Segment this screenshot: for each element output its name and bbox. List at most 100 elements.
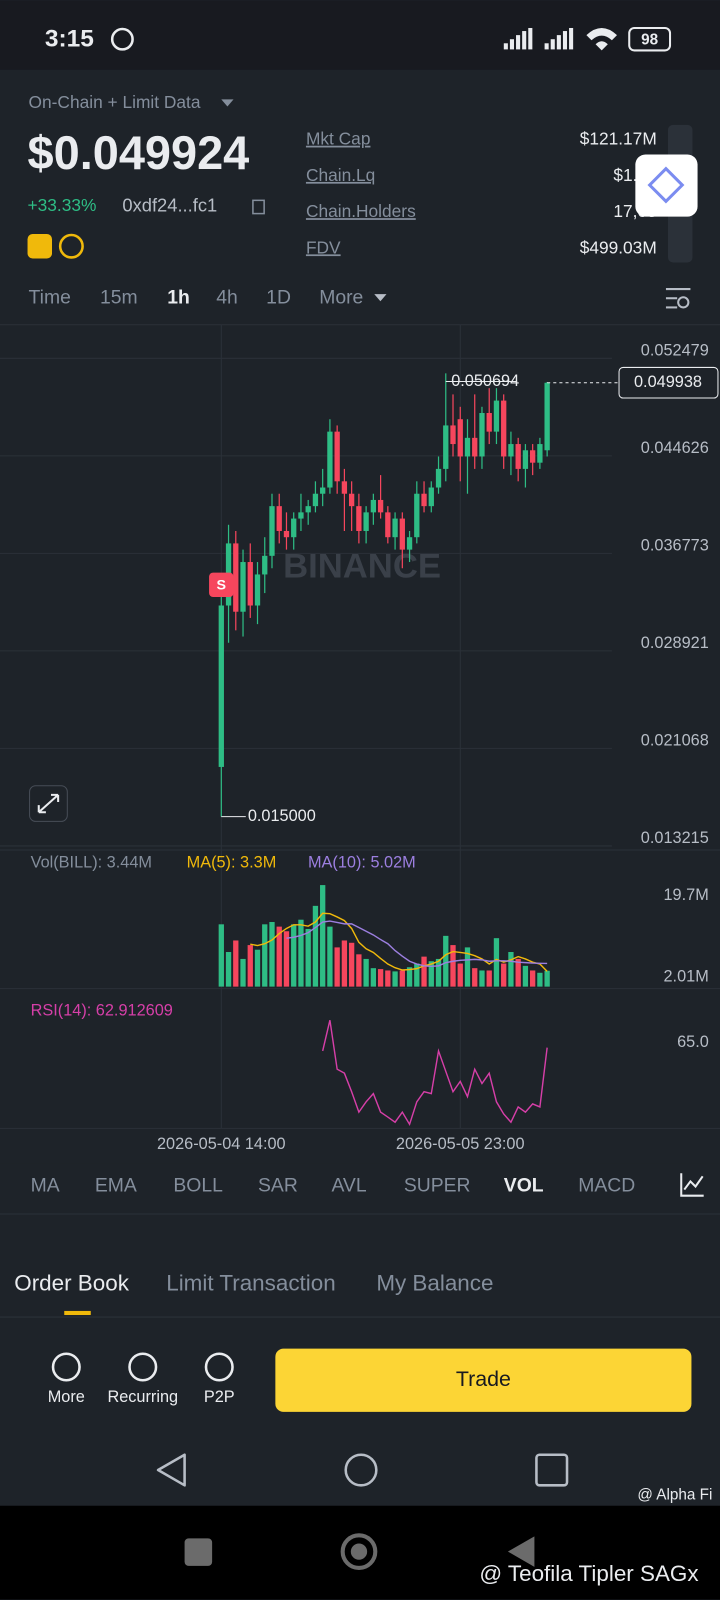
- y-tick-label: 0.028921: [641, 634, 709, 652]
- candle-body: [450, 425, 456, 445]
- candle-body: [363, 512, 369, 531]
- timeframe[interactable]: Time: [29, 286, 71, 308]
- volume-bar: [283, 931, 290, 987]
- tab[interactable]: My Balance: [376, 1270, 493, 1295]
- system-back[interactable]: [507, 1536, 535, 1567]
- indicator[interactable]: VOL: [504, 1175, 544, 1197]
- candle-body: [414, 493, 420, 538]
- chart-tools-icon[interactable]: [680, 1173, 704, 1197]
- volume-bar: [377, 969, 384, 987]
- candle-body: [443, 425, 449, 469]
- indicator[interactable]: AVL: [331, 1175, 366, 1197]
- action-icon[interactable]: [128, 1352, 158, 1382]
- volume-bar: [392, 971, 398, 987]
- action-label[interactable]: More: [48, 1388, 85, 1406]
- volume-bar: [320, 885, 326, 987]
- volume-bar: [356, 954, 362, 987]
- stat-value: $499.03M: [580, 237, 657, 257]
- timeframes: Time 15m 1h 4h 1D More: [29, 286, 364, 308]
- candle-body: [508, 444, 514, 457]
- contract-address: 0xdf24...fc1: [122, 194, 217, 215]
- tab[interactable]: Limit Transaction: [166, 1270, 335, 1295]
- volume-bar: [522, 965, 529, 987]
- copy-icon[interactable]: [252, 199, 265, 215]
- ma5-line: [250, 912, 548, 972]
- price: $0.049924: [28, 127, 250, 179]
- assistant-button[interactable]: [635, 154, 698, 217]
- volume-bar: [472, 968, 478, 987]
- indicator-bar: [0, 1163, 720, 1215]
- indicator[interactable]: MACD: [578, 1175, 635, 1197]
- indicator[interactable]: BOLL: [173, 1175, 223, 1197]
- action-label[interactable]: Recurring: [107, 1388, 178, 1406]
- candle-body: [233, 543, 239, 612]
- nav-back[interactable]: [156, 1453, 186, 1487]
- candle-body: [392, 518, 398, 538]
- chart: 0.052479 0.044626 0.036773 0.028921 0.021068…: [0, 324, 719, 1153]
- candle-body: [501, 400, 507, 457]
- volume-bar: [537, 972, 543, 987]
- volume-bar: [276, 926, 282, 987]
- system-home-dot: [350, 1543, 368, 1560]
- volume-bar: [334, 947, 340, 987]
- rsi-title: RSI(14): 62.912609: [31, 1001, 173, 1019]
- system-home[interactable]: [340, 1533, 378, 1570]
- indicator[interactable]: SUPER: [404, 1175, 471, 1197]
- battery: [628, 26, 672, 52]
- timeframe[interactable]: 1D: [266, 286, 291, 308]
- nav-recents[interactable]: [535, 1453, 569, 1487]
- actions: More Recurring P2P: [48, 1352, 235, 1406]
- indicator[interactable]: EMA: [95, 1175, 137, 1197]
- last-price-label: 0.049938: [634, 373, 702, 391]
- candle-body: [486, 413, 492, 432]
- assistant-icon: [647, 166, 685, 204]
- indicator[interactable]: MA: [31, 1175, 60, 1197]
- signal-icons: [503, 27, 617, 51]
- candle-body: [247, 562, 253, 606]
- volume-title: Vol(BILL): 3.44M: [31, 854, 152, 872]
- candle-body: [240, 562, 246, 612]
- data-source[interactable]: On-Chain + Limit Data: [29, 92, 201, 112]
- volume-bar: [298, 919, 304, 987]
- nav-home[interactable]: [344, 1453, 378, 1487]
- timeframe[interactable]: 4h: [216, 286, 238, 308]
- x-tick-label: 2026-05-04 14:00: [157, 1135, 286, 1153]
- volume-bar: [399, 970, 405, 987]
- indicator[interactable]: SAR: [258, 1175, 298, 1197]
- candle-body: [262, 555, 268, 575]
- candle-body: [298, 512, 304, 519]
- credit: @ Teofila Tipler SAGx: [479, 1561, 698, 1586]
- settings-icon[interactable]: [665, 288, 691, 309]
- volume-bar: [486, 970, 492, 987]
- timeframe[interactable]: 1h: [167, 286, 190, 308]
- system-recents[interactable]: [184, 1538, 213, 1566]
- candle-body: [399, 518, 405, 550]
- volume-bar: [348, 942, 355, 987]
- timeframe[interactable]: 15m: [100, 286, 138, 308]
- volume-bar: [305, 928, 311, 987]
- whatsapp-icon: [110, 27, 134, 51]
- candle-body: [327, 431, 333, 488]
- volume-bar: [479, 970, 485, 987]
- action-icon[interactable]: [51, 1352, 81, 1382]
- candle-body: [312, 493, 319, 507]
- volume-bar: [544, 970, 550, 987]
- trade-button[interactable]: [275, 1348, 692, 1412]
- candle-body: [291, 518, 297, 538]
- volume-bar: [435, 958, 442, 987]
- dropdown-arrow: [221, 99, 234, 107]
- volume-bar: [254, 949, 261, 987]
- volume-bar: [443, 935, 449, 987]
- action-icon[interactable]: [204, 1352, 234, 1382]
- tabs: Order Book Limit Transaction My Balance: [14, 1270, 493, 1295]
- more-arrow: [374, 294, 387, 302]
- stat-label: Chain.Holders: [306, 201, 416, 221]
- sell-marker[interactable]: [209, 572, 234, 598]
- action-label[interactable]: P2P: [204, 1388, 235, 1406]
- candle-body: [544, 382, 550, 451]
- candle-body: [385, 512, 391, 538]
- y-tick-label: 65.0: [677, 1033, 709, 1051]
- timeframe[interactable]: More: [319, 286, 363, 308]
- tab[interactable]: Order Book: [14, 1270, 129, 1295]
